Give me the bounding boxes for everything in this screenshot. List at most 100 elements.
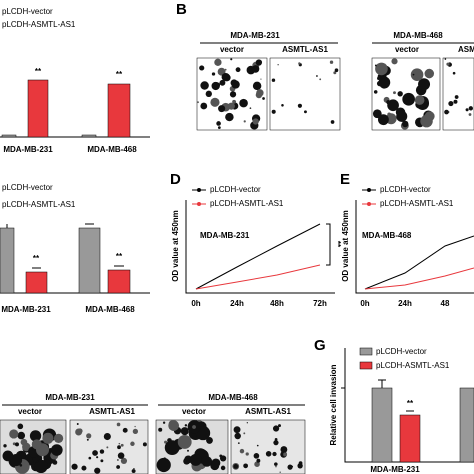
legend-entry: pLCDH-vector <box>2 7 53 16</box>
axes <box>344 348 474 463</box>
colony <box>410 68 424 81</box>
x-tick-label: 48h <box>270 299 284 308</box>
bar <box>81 134 97 138</box>
colony <box>396 110 408 122</box>
significance: ** <box>35 67 42 76</box>
colony <box>234 432 241 440</box>
colony <box>164 440 168 444</box>
colony <box>465 108 469 112</box>
colony <box>468 106 473 111</box>
colony <box>192 425 196 429</box>
legend-swatch <box>359 347 373 356</box>
colony <box>265 451 272 457</box>
colony <box>252 81 262 91</box>
colony <box>131 469 136 474</box>
panel-label: D <box>170 171 181 188</box>
colony <box>187 449 189 452</box>
condition: vector <box>182 407 206 416</box>
colony <box>278 424 281 428</box>
colony <box>275 465 277 468</box>
colony <box>397 91 403 97</box>
bar <box>107 269 131 294</box>
group-label: MDA-MB-468 <box>87 145 137 154</box>
cell-line: MDA-MB-468 <box>393 31 443 40</box>
legend-marker <box>197 202 201 206</box>
legend-swatch <box>359 361 373 370</box>
colony <box>142 442 147 447</box>
y-axis-label: OD value at 450nm <box>171 210 180 282</box>
cell-line: MDA-MB-231 <box>200 231 250 240</box>
legend-entry: pLCDH-vector <box>380 185 431 194</box>
colony <box>243 432 246 435</box>
x-tick-label: 0h <box>360 299 369 308</box>
colony <box>245 452 249 456</box>
colony <box>71 463 78 470</box>
colony <box>271 78 276 82</box>
colony <box>333 71 337 75</box>
colony <box>34 459 48 474</box>
line <box>364 267 474 290</box>
colony <box>329 60 334 64</box>
colony <box>133 468 135 470</box>
micrographs <box>0 57 474 474</box>
colony <box>393 91 396 95</box>
colony <box>414 95 425 105</box>
colony <box>17 423 24 430</box>
significance: ** <box>407 399 414 408</box>
colony <box>88 456 92 460</box>
group-label: MDA-MB-231 <box>370 465 420 474</box>
colony <box>227 102 235 110</box>
legend-marker <box>367 202 371 206</box>
colony <box>262 97 265 100</box>
x-tick-label: 24h <box>230 299 244 308</box>
condition: ASM <box>458 45 474 54</box>
colony <box>180 427 189 436</box>
colony <box>235 67 241 73</box>
colony <box>454 95 459 99</box>
colony <box>230 58 233 61</box>
colony <box>272 451 277 457</box>
colony <box>210 461 220 471</box>
colony <box>42 432 54 444</box>
colony <box>12 442 16 446</box>
colony <box>156 457 171 473</box>
colony <box>418 78 431 91</box>
colony <box>232 99 237 104</box>
axes <box>185 200 335 294</box>
colony <box>243 463 249 469</box>
colony <box>99 449 105 454</box>
significance: ** <box>116 70 123 79</box>
y-axis-label: Relative cell invasion <box>329 364 338 445</box>
colony <box>81 465 87 471</box>
colony <box>273 440 279 446</box>
colony <box>444 109 449 115</box>
colony <box>31 439 42 450</box>
colony <box>231 80 240 89</box>
panel-d: D OD value at 450nm pLCDH-vector pLCDH-A… <box>170 171 342 308</box>
colony <box>281 104 284 107</box>
micrograph <box>230 419 306 474</box>
colony <box>211 72 216 76</box>
colony <box>2 450 14 462</box>
colony <box>219 79 226 86</box>
colony <box>15 442 19 447</box>
colony <box>218 105 226 113</box>
legend-marker <box>197 188 201 192</box>
colony <box>3 444 7 448</box>
colony <box>132 428 139 435</box>
colony <box>53 433 64 444</box>
colony <box>444 58 447 60</box>
colony <box>221 72 230 82</box>
panel-c: pLCDH-vector pLCDH-ASMTL-AS1 ** ** MDA-M… <box>0 183 150 314</box>
colony <box>225 112 234 122</box>
colony <box>280 446 288 453</box>
colony <box>51 444 63 456</box>
colony <box>448 100 454 107</box>
colony <box>195 420 197 422</box>
colony <box>391 58 398 65</box>
colony <box>287 464 293 470</box>
panel-g: G Relative cell invasion pLCDH-vector pL… <box>314 337 474 474</box>
condition: ASMTL-AS1 <box>245 407 291 416</box>
colony <box>453 99 458 104</box>
